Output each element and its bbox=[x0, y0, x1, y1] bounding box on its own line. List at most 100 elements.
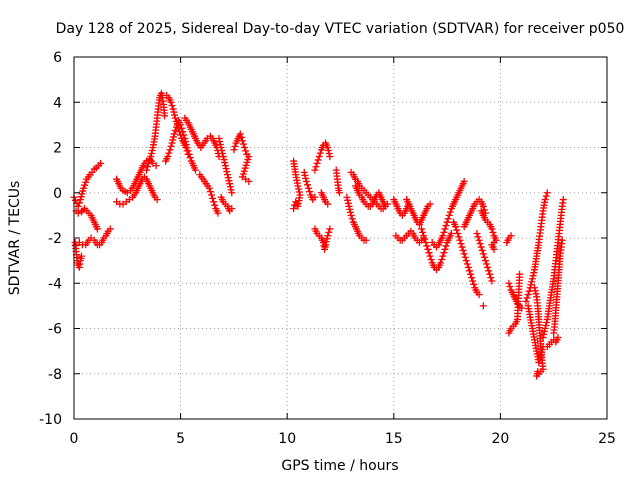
data-point bbox=[214, 209, 222, 217]
data-point bbox=[152, 162, 160, 170]
series-arc-aj bbox=[505, 270, 524, 337]
data-point bbox=[452, 223, 460, 231]
data-point bbox=[230, 146, 238, 154]
data-point bbox=[421, 235, 429, 243]
data-point bbox=[528, 278, 536, 286]
data-point bbox=[347, 211, 355, 219]
plot-frame bbox=[73, 56, 608, 420]
data-point bbox=[530, 269, 538, 277]
data-point bbox=[527, 281, 535, 289]
data-point bbox=[80, 184, 88, 192]
data-point bbox=[168, 139, 176, 147]
data-point bbox=[543, 189, 551, 197]
data-point bbox=[423, 242, 431, 250]
data-point bbox=[219, 150, 227, 158]
data-point bbox=[221, 159, 229, 167]
data-point bbox=[224, 174, 232, 182]
series-arc-p bbox=[300, 168, 319, 204]
data-point bbox=[292, 198, 300, 206]
x-tick-label: 5 bbox=[176, 431, 185, 447]
data-point bbox=[541, 325, 549, 332]
data-point bbox=[381, 202, 389, 210]
data-point bbox=[294, 182, 302, 190]
data-point bbox=[487, 274, 495, 282]
data-point bbox=[460, 250, 468, 258]
data-point bbox=[192, 166, 200, 174]
data-point bbox=[543, 318, 551, 326]
data-point bbox=[315, 153, 323, 161]
series-arc-a bbox=[70, 159, 105, 210]
data-point bbox=[324, 144, 332, 151]
data-point bbox=[469, 277, 477, 285]
data-point bbox=[439, 232, 447, 240]
data-point bbox=[426, 252, 434, 260]
series-arc-ag bbox=[479, 302, 487, 310]
data-point bbox=[523, 294, 531, 302]
data-point bbox=[167, 98, 175, 106]
grid-lines bbox=[74, 57, 607, 419]
data-point bbox=[467, 270, 475, 278]
data-point bbox=[301, 171, 309, 179]
data-point bbox=[427, 255, 435, 263]
y-tick-label: 4 bbox=[53, 95, 62, 111]
data-point bbox=[228, 205, 236, 213]
data-point bbox=[237, 133, 245, 141]
data-point bbox=[489, 228, 497, 236]
data-point bbox=[324, 147, 332, 155]
data-point bbox=[316, 149, 324, 157]
data-point bbox=[216, 140, 224, 148]
data-point bbox=[225, 177, 233, 185]
data-point bbox=[325, 228, 333, 236]
data-point bbox=[474, 233, 482, 241]
data-point bbox=[460, 177, 468, 185]
data-point bbox=[173, 121, 181, 129]
series-arc-q bbox=[311, 139, 334, 174]
data-point bbox=[222, 165, 230, 173]
y-tick-label: -8 bbox=[48, 367, 62, 383]
data-point bbox=[291, 201, 299, 209]
series-arc-am bbox=[531, 284, 547, 380]
data-point bbox=[475, 291, 483, 299]
data-point bbox=[245, 177, 253, 185]
data-point bbox=[483, 260, 491, 268]
series-arc-g bbox=[142, 89, 169, 174]
data-point bbox=[305, 184, 313, 192]
x-tick-label: 20 bbox=[491, 431, 509, 447]
data-point bbox=[144, 163, 152, 171]
data-point bbox=[424, 245, 432, 253]
data-point bbox=[75, 199, 83, 207]
data-point bbox=[479, 302, 487, 310]
data-point bbox=[165, 149, 173, 157]
series-arc-t bbox=[332, 166, 343, 197]
data-point bbox=[313, 159, 321, 167]
data-point bbox=[300, 168, 308, 176]
data-point bbox=[456, 236, 464, 244]
data-point bbox=[473, 229, 481, 237]
data-point bbox=[183, 147, 191, 155]
series-arc-ah bbox=[503, 232, 515, 247]
data-point bbox=[524, 291, 532, 299]
data-point bbox=[81, 181, 89, 189]
data-point bbox=[422, 239, 430, 247]
data-point bbox=[444, 215, 452, 223]
data-point bbox=[438, 255, 446, 263]
data-point bbox=[475, 236, 483, 244]
series-arc-k bbox=[196, 171, 222, 217]
data-point bbox=[226, 180, 234, 188]
data-point bbox=[238, 137, 246, 145]
data-point bbox=[169, 133, 177, 141]
data-point bbox=[442, 222, 450, 230]
data-point bbox=[540, 331, 548, 339]
data-point bbox=[346, 205, 354, 213]
data-point bbox=[462, 257, 470, 265]
data-point bbox=[168, 102, 176, 110]
data-point bbox=[170, 108, 178, 116]
data-point bbox=[531, 284, 539, 292]
data-point bbox=[476, 240, 484, 248]
data-point bbox=[445, 211, 453, 219]
data-point bbox=[161, 112, 169, 120]
series-arc-n bbox=[230, 130, 253, 185]
data-point bbox=[228, 189, 236, 197]
data-point bbox=[484, 263, 492, 271]
data-point bbox=[303, 181, 311, 189]
